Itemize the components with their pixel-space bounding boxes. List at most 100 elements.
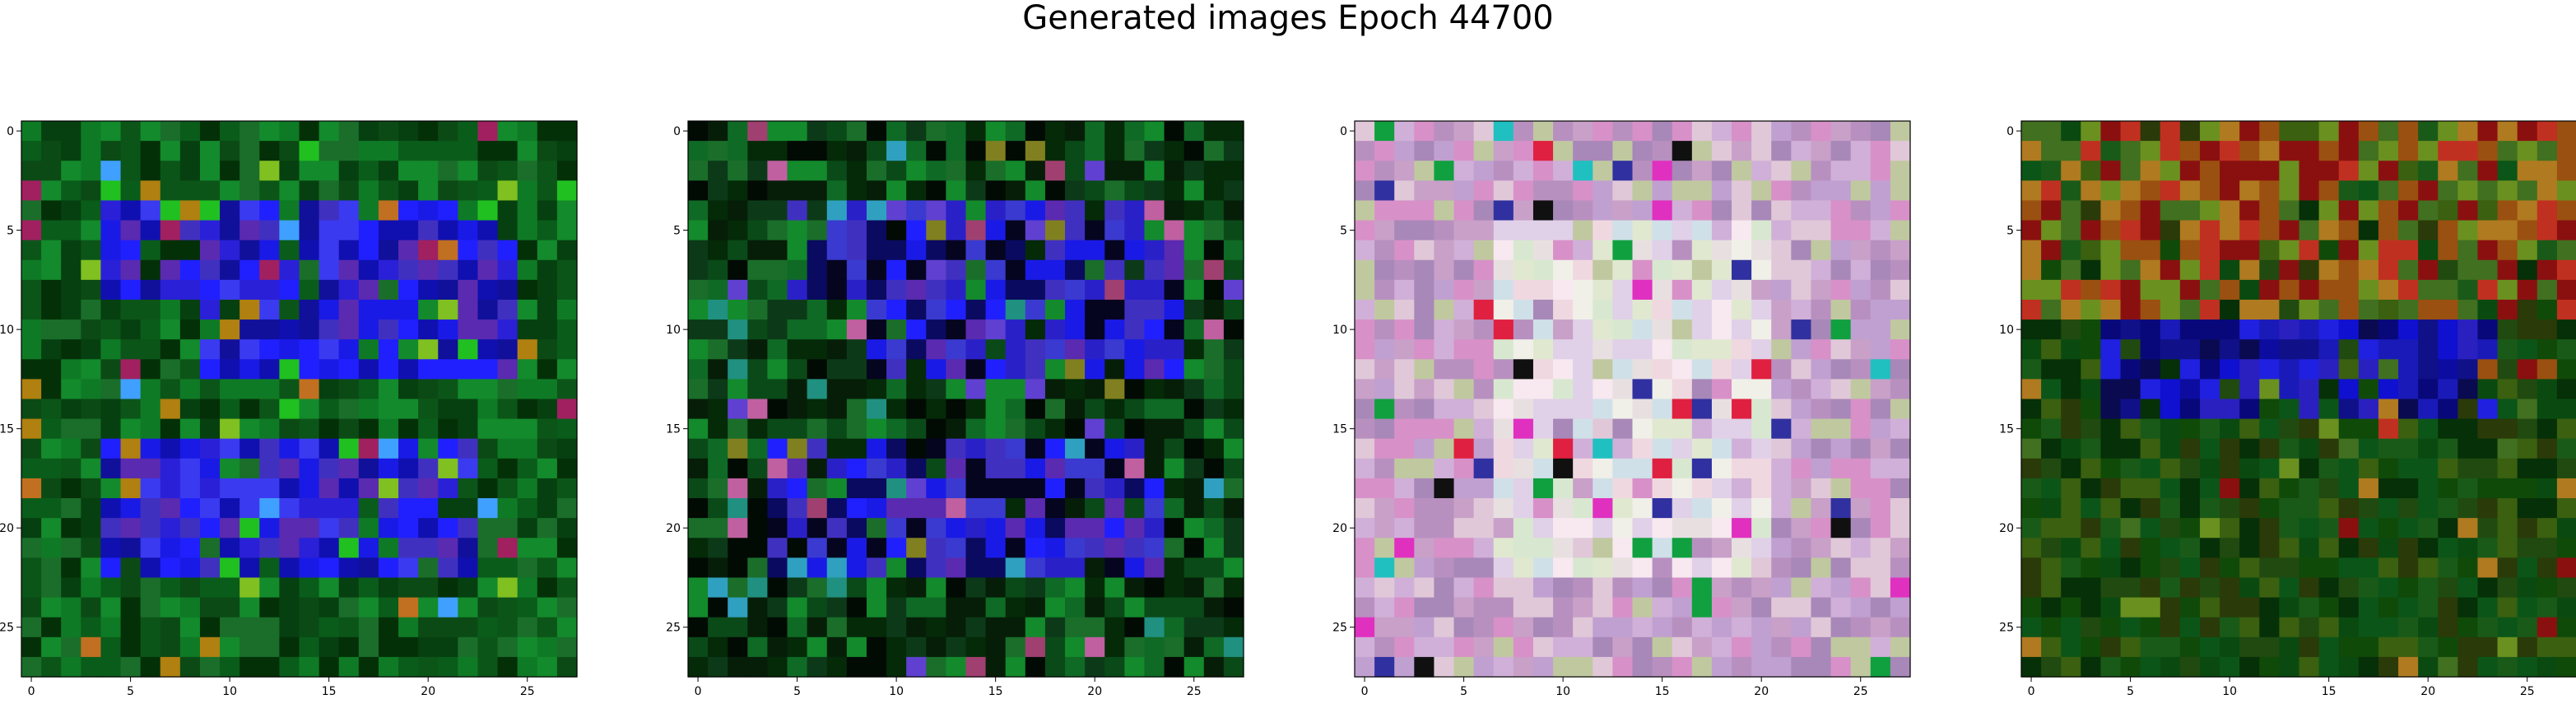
pixel-cell — [1374, 636, 1395, 658]
pixel-cell — [1890, 557, 1911, 579]
pixel-cell — [1374, 379, 1395, 400]
pixel-cell — [1104, 259, 1125, 281]
pixel-cell — [1513, 259, 1534, 281]
pixel-cell — [220, 161, 240, 181]
pixel-cell — [497, 240, 518, 261]
pixel-cell — [2081, 141, 2102, 161]
y-tick-label: 10 — [1999, 324, 2014, 337]
pixel-cell — [926, 379, 946, 400]
pixel-cell — [517, 259, 538, 281]
pixel-cell — [807, 379, 828, 400]
pixel-cell — [1144, 518, 1165, 538]
pixel-cell — [100, 656, 122, 678]
pixel-cell — [1374, 518, 1395, 538]
pixel-cell — [965, 597, 987, 618]
pixel-cell — [2120, 240, 2141, 261]
pixel-cell — [120, 161, 142, 181]
pixel-cell — [1144, 161, 1165, 181]
pixel-cell — [886, 399, 907, 420]
pixel-cell — [179, 458, 201, 479]
pixel-cell — [747, 379, 769, 400]
pixel-cell — [708, 617, 728, 638]
pixel-cell — [1870, 617, 1891, 638]
pixel-cell — [279, 617, 300, 638]
pixel-cell — [1850, 478, 1872, 499]
pixel-cell — [537, 121, 558, 142]
pixel-cell — [886, 518, 907, 538]
pixel-cell — [1025, 279, 1046, 301]
pixel-cell — [1532, 577, 1554, 599]
pixel-cell — [926, 518, 946, 538]
pixel-cell — [728, 636, 748, 658]
pixel-cell — [688, 656, 709, 678]
pixel-cell — [239, 538, 260, 558]
pixel-cell — [1751, 399, 1772, 420]
pixel-cell — [220, 538, 240, 558]
pixel-cell — [886, 617, 907, 638]
pixel-cell — [2338, 141, 2360, 161]
pixel-cell — [2338, 438, 2360, 459]
pixel-cell — [1672, 259, 1693, 281]
pixel-cell — [1870, 636, 1891, 658]
pixel-cell — [2398, 200, 2419, 221]
pixel-cell — [1870, 141, 1891, 161]
pixel-cell — [2318, 656, 2340, 678]
pixel-cell — [2239, 478, 2260, 499]
pixel-cell — [1513, 279, 1534, 301]
pixel-cell — [81, 339, 102, 360]
pixel-cell — [1652, 617, 1673, 638]
pixel-cell — [1453, 259, 1475, 281]
pixel-cell — [61, 656, 81, 678]
pixel-cell — [1044, 498, 1066, 519]
pixel-cell — [1612, 359, 1634, 380]
pixel-cell — [1203, 438, 1225, 459]
pixel-cell — [140, 557, 161, 579]
pixel-cell — [747, 656, 769, 678]
pixel-cell — [946, 538, 967, 558]
pixel-cell — [100, 180, 122, 202]
pixel-cell — [2179, 319, 2201, 340]
pixel-cell — [1691, 299, 1713, 320]
pixel-cell — [2239, 339, 2260, 360]
pixel-cell — [1394, 279, 1415, 301]
pixel-cell — [2457, 577, 2479, 599]
pixel-cell — [708, 161, 728, 181]
pixel-cell — [2457, 478, 2479, 499]
pixel-cell — [1473, 299, 1495, 320]
pixel-cell — [985, 656, 1007, 678]
pixel-cell — [1065, 636, 1086, 658]
pixel-cell — [378, 339, 399, 360]
pixel-cell — [418, 121, 439, 142]
pixel-cell — [1414, 161, 1435, 181]
pixel-cell — [61, 498, 81, 519]
pixel-cell — [708, 538, 728, 558]
pixel-cell — [2536, 299, 2558, 320]
pixel-cell — [2438, 259, 2458, 281]
pixel-cell — [1203, 538, 1225, 558]
pixel-cell — [886, 498, 907, 519]
pixel-cell — [259, 636, 280, 658]
pixel-cell — [1124, 597, 1146, 618]
pixel-cell — [2338, 339, 2360, 360]
pixel-cell — [1355, 220, 1375, 241]
pixel-cell — [239, 379, 260, 400]
pixel-cell — [2497, 636, 2518, 658]
pixel-cell — [2536, 557, 2558, 579]
pixel-cell — [708, 557, 728, 579]
pixel-cell — [985, 636, 1007, 658]
pixel-cell — [179, 161, 201, 181]
pixel-cell — [1085, 399, 1105, 420]
pixel-cell — [338, 121, 360, 142]
pixel-cell — [1493, 438, 1514, 459]
pixel-cell — [846, 538, 867, 558]
pixel-cell — [826, 141, 848, 161]
pixel-cell — [1434, 399, 1455, 420]
pixel-cell — [41, 478, 62, 499]
pixel-cell — [1473, 636, 1495, 658]
axes-frame — [2020, 120, 2576, 678]
pixel-cell — [2556, 220, 2576, 241]
pixel-cell — [2378, 240, 2399, 261]
pixel-cell — [2259, 636, 2280, 658]
pixel-cell — [2199, 498, 2220, 519]
pixel-cell — [1065, 399, 1086, 420]
